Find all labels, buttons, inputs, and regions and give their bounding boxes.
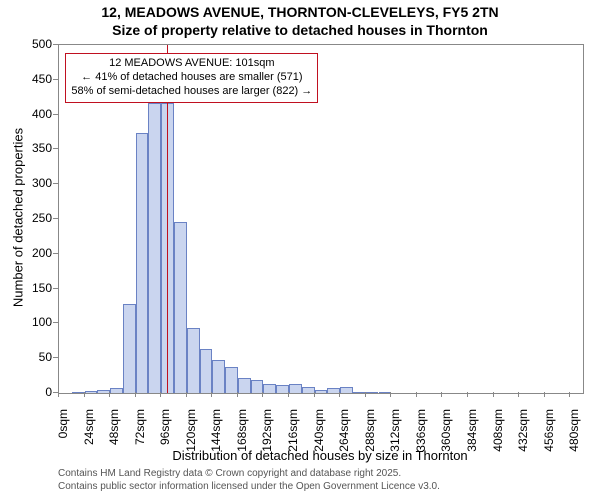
ytick-mark: [53, 322, 58, 323]
ytick-label: 200: [22, 246, 52, 260]
xtick-mark: [467, 392, 468, 397]
xtick-mark: [109, 392, 110, 397]
xtick-label: 216sqm: [286, 409, 300, 459]
xtick-mark: [441, 392, 442, 397]
title-line-1: 12, MEADOWS AVENUE, THORNTON-CLEVELEYS, …: [0, 4, 600, 22]
xtick-mark: [493, 392, 494, 397]
xtick-mark: [58, 392, 59, 397]
xtick-mark: [390, 392, 391, 397]
xtick-label: 120sqm: [184, 409, 198, 459]
xtick-mark: [237, 392, 238, 397]
ytick-mark: [53, 357, 58, 358]
ytick-label: 500: [22, 37, 52, 51]
plot-area: 12 MEADOWS AVENUE: 101sqm← 41% of detach…: [58, 44, 584, 394]
ytick-mark: [53, 148, 58, 149]
xtick-label: 432sqm: [516, 409, 530, 459]
xtick-mark: [339, 392, 340, 397]
ytick-label: 0: [22, 385, 52, 399]
xtick-label: 480sqm: [567, 409, 581, 459]
ytick-label: 300: [22, 176, 52, 190]
ytick-mark: [53, 218, 58, 219]
xtick-label: 0sqm: [56, 409, 70, 459]
xtick-mark: [84, 392, 85, 397]
xtick-label: 336sqm: [414, 409, 428, 459]
ytick-label: 250: [22, 211, 52, 225]
histogram-bar: [136, 133, 149, 393]
ytick-mark: [53, 253, 58, 254]
xtick-label: 408sqm: [491, 409, 505, 459]
xtick-label: 72sqm: [133, 409, 147, 459]
histogram-bar: [238, 378, 251, 393]
xtick-label: 360sqm: [439, 409, 453, 459]
xtick-label: 240sqm: [312, 409, 326, 459]
ytick-mark: [53, 44, 58, 45]
histogram-bar: [263, 384, 276, 393]
xtick-label: 144sqm: [209, 409, 223, 459]
histogram-bar: [174, 222, 187, 393]
xtick-label: 288sqm: [363, 409, 377, 459]
xtick-mark: [416, 392, 417, 397]
xtick-mark: [135, 392, 136, 397]
title-line-2: Size of property relative to detached ho…: [0, 22, 600, 40]
histogram-bar: [148, 103, 161, 393]
xtick-label: 456sqm: [542, 409, 556, 459]
xtick-label: 192sqm: [260, 409, 274, 459]
histogram-bar: [315, 390, 328, 393]
xtick-mark: [314, 392, 315, 397]
xtick-mark: [262, 392, 263, 397]
xtick-mark: [569, 392, 570, 397]
annotation-line-3: 58% of semi-detached houses are larger (…: [71, 85, 312, 99]
histogram-bar: [110, 388, 123, 393]
xtick-mark: [518, 392, 519, 397]
ytick-label: 50: [22, 350, 52, 364]
histogram-bar: [123, 304, 136, 393]
ytick-label: 350: [22, 141, 52, 155]
histogram-chart: 12, MEADOWS AVENUE, THORNTON-CLEVELEYS, …: [0, 0, 600, 500]
attribution-line-1: Contains HM Land Registry data © Crown c…: [58, 468, 440, 481]
histogram-bar: [289, 384, 302, 393]
ytick-mark: [53, 183, 58, 184]
annotation-line-1: 12 MEADOWS AVENUE: 101sqm: [71, 57, 312, 71]
ytick-mark: [53, 79, 58, 80]
histogram-bar: [85, 391, 98, 393]
xtick-mark: [365, 392, 366, 397]
histogram-bar: [225, 367, 238, 393]
histogram-bar: [187, 328, 200, 393]
xtick-label: 264sqm: [337, 409, 351, 459]
ytick-label: 400: [22, 107, 52, 121]
xtick-label: 312sqm: [388, 409, 402, 459]
xtick-label: 168sqm: [235, 409, 249, 459]
xtick-mark: [288, 392, 289, 397]
annotation-line-2: ← 41% of detached houses are smaller (57…: [71, 71, 312, 85]
chart-title: 12, MEADOWS AVENUE, THORNTON-CLEVELEYS, …: [0, 4, 600, 39]
xtick-label: 24sqm: [82, 409, 96, 459]
ytick-label: 100: [22, 315, 52, 329]
xtick-label: 48sqm: [107, 409, 121, 459]
ytick-mark: [53, 114, 58, 115]
xtick-mark: [544, 392, 545, 397]
histogram-bar: [200, 349, 213, 393]
annotation-box: 12 MEADOWS AVENUE: 101sqm← 41% of detach…: [65, 53, 318, 102]
attribution-line-2: Contains public sector information licen…: [58, 481, 440, 494]
xtick-label: 96sqm: [158, 409, 172, 459]
attribution-text: Contains HM Land Registry data © Crown c…: [58, 468, 440, 493]
ytick-mark: [53, 288, 58, 289]
xtick-mark: [211, 392, 212, 397]
xtick-mark: [186, 392, 187, 397]
xtick-mark: [160, 392, 161, 397]
histogram-bar: [366, 392, 379, 393]
ytick-label: 450: [22, 72, 52, 86]
histogram-bar: [340, 387, 353, 393]
xtick-label: 384sqm: [465, 409, 479, 459]
histogram-bar: [212, 360, 225, 393]
ytick-label: 150: [22, 281, 52, 295]
